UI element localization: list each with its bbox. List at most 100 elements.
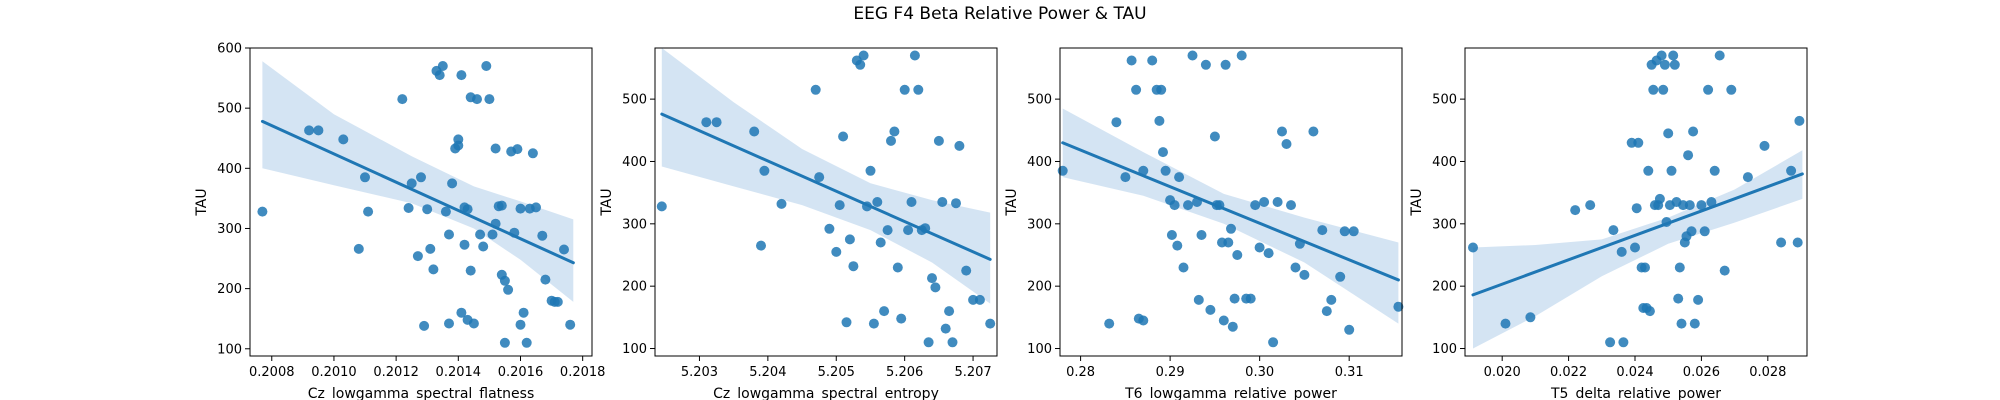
x-tick-label: 0.2016 [498,365,544,380]
data-point [1585,200,1596,211]
data-point [1668,50,1679,61]
data-point [453,140,464,151]
data-point [353,243,364,254]
data-point [1183,200,1193,211]
data-point [1570,205,1581,216]
data-point [313,125,324,136]
data-point [913,84,924,95]
data-point [403,203,414,213]
data-point [1719,265,1730,276]
y-tick-label: 400 [622,155,647,170]
data-point [1468,242,1478,253]
data-point [456,70,467,81]
subplot-3: 0.28 0.29 0.30 0.31 100 200 300 400 500 T6_lowgam… [1004,47,1404,400]
data-point [1618,337,1629,348]
y-tick-label: 500 [1432,93,1457,108]
data-point [889,126,900,137]
x-tick-label: 0.028 [1749,365,1786,380]
data-point [892,262,903,273]
y-tick-label: 100 [1432,342,1457,357]
data-point [1786,165,1797,176]
data-point [515,319,526,330]
x-tick-label: 0.026 [1683,365,1720,380]
data-point [1525,312,1536,323]
data-point [776,198,787,209]
data-point [1178,262,1189,273]
data-point [1656,50,1667,61]
data-point [841,317,852,328]
y-tick-label: 400 [217,162,242,177]
data-point [412,251,423,262]
data-point [909,50,920,61]
data-point [940,323,951,334]
data-point [756,240,766,251]
data-point [1111,117,1122,128]
data-point [512,144,523,155]
data-point [521,337,532,348]
data-point [531,202,541,213]
data-point [1126,55,1137,66]
data-point [923,337,934,348]
data-point [1299,269,1310,280]
data-point [440,206,451,217]
data-point [1236,50,1247,61]
data-point [933,135,944,146]
data-point [1229,293,1240,304]
data-point [1633,137,1644,148]
data-point [1674,262,1685,273]
data-point [1676,318,1687,329]
data-point [944,306,955,317]
data-point [951,198,961,209]
data-point [1220,59,1231,70]
data-point [899,84,910,95]
data-point [868,318,879,329]
data-point [518,307,529,318]
data-point [882,225,893,236]
data-point [552,296,563,307]
x-tick-label: 0.31 [1335,365,1364,380]
data-point [459,239,470,250]
data-point [1131,84,1142,95]
y-tick-label: 600 [217,42,242,57]
regression-line [660,112,992,261]
data-point [1726,84,1737,95]
data-point [1172,240,1183,251]
data-point [437,61,448,71]
data-point [1268,337,1279,348]
data-point [1393,301,1404,312]
data-point [865,165,876,176]
data-point [1689,318,1700,329]
data-point [1321,306,1332,317]
data-point [1683,150,1694,161]
y-tick-label: 500 [1027,93,1052,108]
data-point [1630,242,1640,253]
axes-frame [1464,47,1808,357]
data-point [462,204,473,215]
data-point [472,94,482,105]
subplot-2: 5.203 5.204 5.205 5.206 5.207 100 200 300 400 500… [599,47,998,400]
data-point [858,50,869,61]
data-point [422,204,433,215]
data-point [1259,197,1270,207]
subplot-4: 0.020 0.022 0.024 0.026 0.028 100 200 300 400 500… [1409,47,1808,400]
data-point [1794,115,1805,126]
data-point [1308,126,1319,137]
data-point [1640,262,1650,273]
data-point [985,318,996,329]
data-point [484,94,495,105]
y-tick-label: 200 [217,282,242,297]
subplot-1: 0.2008 0.2010 0.2012 0.2014 0.2016 0.2018 100 2… [194,42,605,400]
data-point [1154,115,1165,126]
y-tick-label: 100 [622,342,647,357]
data-point [1792,237,1803,248]
confidence-band [262,61,574,302]
x-tick-label: 0.024 [1616,365,1653,380]
data-point [444,229,454,240]
data-point [834,200,845,211]
data-point [1317,225,1328,236]
data-point [1254,242,1265,253]
regression-line [1471,172,1804,297]
data-point [416,172,426,183]
data-point [1263,248,1274,259]
